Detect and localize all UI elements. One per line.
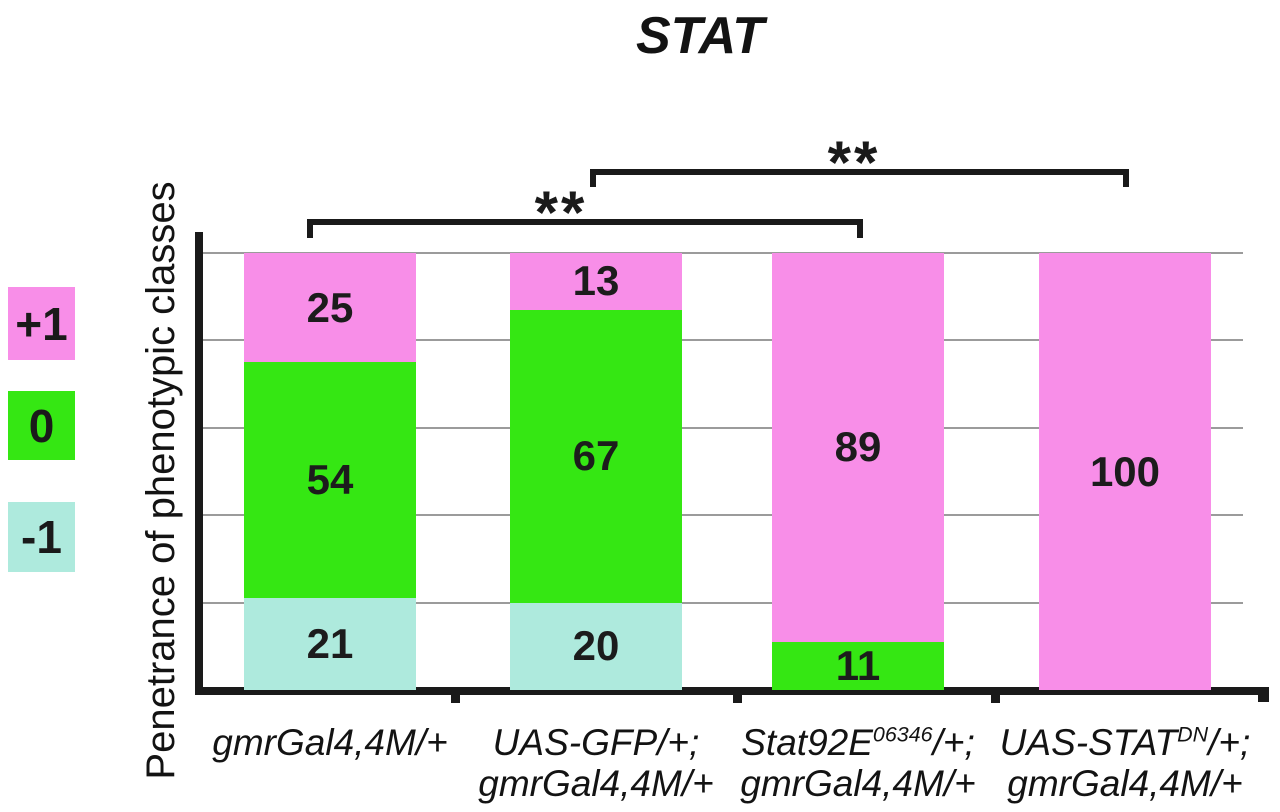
legend-swatch--1: -1 (8, 502, 75, 572)
genotype-superscript: DN (1177, 722, 1209, 747)
x-category-label-1: gmrGal4,4M/+ (170, 722, 490, 763)
bar-value-label: 100 (1089, 447, 1161, 495)
significance-stars-1: ** (534, 179, 588, 246)
bar-segment-cat3-class1: 89 (772, 253, 944, 642)
legend-label: -1 (21, 511, 62, 563)
x-category-label-3: Stat92E06346/+; gmrGal4,4M/+ (698, 722, 1018, 805)
x-category-label-2: UAS-GFP/+; gmrGal4,4M/+ (436, 722, 756, 805)
bar-value-label: 25 (306, 283, 354, 331)
bar-value-label: 11 (835, 641, 881, 689)
bar-value-label: 67 (572, 432, 620, 480)
bar-value-label: 13 (572, 257, 620, 305)
x-category-label-line: UAS-STATDN/+; (965, 722, 1280, 763)
gridline-100 (200, 252, 1243, 254)
gridline-60 (200, 426, 1243, 429)
x-axis-end-tick (1258, 687, 1269, 702)
genotype-text: gmrGal4,4M/+ (740, 763, 976, 805)
x-category-label-line: Stat92E06346/+; (698, 722, 1018, 763)
bar-segment-cat2-class1: 13 (510, 253, 682, 310)
bar-value-label: 54 (306, 456, 354, 504)
legend-label: 0 (28, 399, 55, 452)
x-category-label-line: gmrGal4,4M/+ (965, 763, 1280, 804)
x-axis-tick-2 (733, 689, 742, 703)
genotype-text: gmrGal4,4M/+ (212, 722, 448, 763)
bar-value-label: 89 (834, 423, 882, 471)
bar-segment-cat1-class-1: 21 (244, 598, 416, 690)
genotype-superscript: 06346 (872, 722, 933, 747)
y-axis-line (195, 232, 203, 694)
x-axis-line (195, 687, 1268, 695)
genotype-text: /+; (932, 722, 975, 763)
bar-segment-cat2-class-1: 20 (510, 602, 682, 690)
x-category-label-line: gmrGal4,4M/+ (170, 722, 490, 763)
x-axis-tick-3 (991, 689, 1000, 703)
significance-stars-2: ** (827, 129, 881, 196)
genotype-text: UAS-GFP/+; (492, 722, 700, 763)
gridline-20 (200, 601, 1243, 604)
bar-segment-cat1-class1: 25 (244, 253, 416, 363)
x-category-label-4: UAS-STATDN/+; gmrGal4,4M/+ (965, 722, 1280, 805)
bar-segment-cat4-class1: 100 (1039, 253, 1211, 690)
x-category-label-line: UAS-GFP/+; (436, 722, 756, 763)
chart-title: STAT (635, 7, 765, 65)
legend-swatch-1: +1 (8, 287, 75, 360)
legend-swatch-0: 0 (8, 391, 75, 460)
x-category-label-line: gmrGal4,4M/+ (436, 763, 756, 804)
genotype-text: Stat92E (741, 722, 873, 763)
x-axis-tick-1 (451, 689, 460, 703)
genotype-text: /+; (1208, 722, 1251, 763)
genotype-text: UAS-STAT (999, 722, 1178, 763)
bar-segment-cat1-class0: 54 (244, 362, 416, 599)
bar-segment-cat3-class0: 11 (772, 641, 944, 690)
x-category-label-line: gmrGal4,4M/+ (698, 763, 1018, 804)
genotype-text: gmrGal4,4M/+ (478, 763, 714, 805)
bar-segment-cat2-class0: 67 (510, 309, 682, 603)
genotype-text: gmrGal4,4M/+ (1007, 763, 1243, 805)
bar-value-label: 21 (306, 620, 354, 668)
gridline-40 (200, 514, 1243, 517)
significance-bracket-1 (307, 219, 863, 238)
significance-bracket-2 (590, 169, 1129, 187)
legend-label: +1 (15, 297, 68, 350)
bar-value-label: 20 (572, 622, 620, 670)
y-axis-label: Penetrance of phenotypic classes (139, 181, 183, 780)
gridline-80 (200, 339, 1243, 342)
